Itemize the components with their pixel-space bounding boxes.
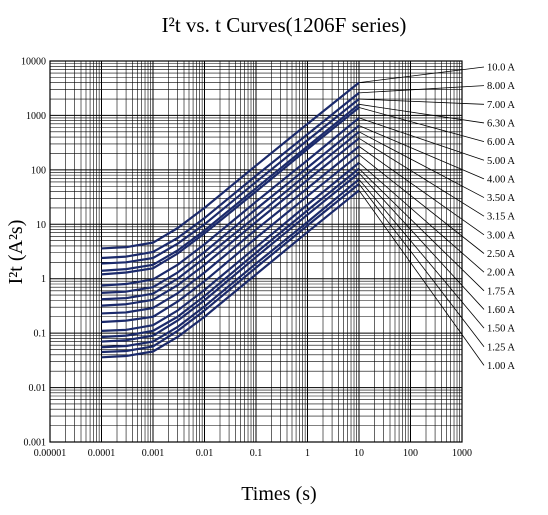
chart-title: I²t vs. t Curves(1206F series): [162, 13, 407, 37]
legend-leader-line: [358, 183, 485, 347]
legend-label: 10.0 A: [487, 63, 515, 74]
series-line: [101, 130, 360, 301]
x-tick-label: 0.001: [142, 448, 165, 459]
legend-leader-line: [358, 125, 485, 180]
x-axis-label: Times (s): [241, 483, 316, 505]
legend-leader-line: [358, 146, 485, 236]
legend-label: 6.30 A: [487, 118, 515, 129]
series-line: [101, 167, 360, 339]
series-line: [101, 103, 360, 272]
legend-leader-line: [358, 66, 485, 84]
legend-label: 3.15 A: [487, 212, 515, 223]
series-line: [101, 172, 360, 343]
x-tick-label: 0.00001: [34, 448, 67, 459]
y-tick-label: 0.001: [24, 438, 47, 449]
plot-frame: [49, 60, 463, 443]
series-line: [101, 153, 360, 324]
x-tick-label: 1: [305, 448, 310, 459]
legend-label: 4.00 A: [487, 174, 515, 185]
legend-label: 1.50 A: [487, 324, 515, 335]
legend-leader-line: [358, 117, 485, 161]
x-tick-label: 1000: [452, 448, 472, 459]
y-tick-label: 1: [41, 274, 46, 285]
x-tick-label: 100: [403, 448, 418, 459]
series-line: [101, 137, 360, 307]
legend-label: 3.00 A: [487, 230, 515, 241]
legend-leader-line: [358, 137, 485, 217]
legend-label: 1.25 A: [487, 342, 515, 353]
legend-leader-line: [358, 85, 485, 94]
legend-leader-line: [358, 179, 485, 329]
legend-leader-line: [358, 103, 485, 124]
legend-label: 8.00 A: [487, 81, 515, 92]
legend-leader-line: [358, 162, 485, 273]
legend-label: 2.50 A: [487, 249, 515, 260]
x-tick-label: 10: [354, 448, 364, 459]
series-lines: [101, 81, 360, 359]
grid: [49, 61, 462, 443]
legend-label: 1.75 A: [487, 286, 515, 297]
legend-label: 1.60 A: [487, 305, 515, 316]
y-tick-label: 0.01: [29, 383, 47, 394]
series-line: [101, 91, 360, 260]
legend-label: 7.00 A: [487, 100, 515, 111]
series-line: [101, 98, 360, 265]
series-line: [101, 124, 360, 294]
legend-leader-line: [358, 131, 485, 198]
legend-leader-line: [358, 154, 485, 254]
y-tick-label: 10: [36, 220, 46, 231]
legend-leader-line: [358, 168, 485, 292]
legend-label: 6.00 A: [487, 137, 515, 148]
legend-label: 1.00 A: [487, 361, 515, 372]
legend-leader-line: [358, 98, 485, 105]
series-line: [101, 145, 360, 315]
y-tick-label: 10000: [21, 57, 46, 68]
series-line: [101, 161, 360, 332]
tick-labels: 0.00001 0.0001 0.001 0.01 0.1 1 10 100 1000 0.001…: [21, 57, 472, 460]
x-tick-label: 0.0001: [88, 448, 116, 459]
series-line: [101, 178, 360, 349]
y-axis-label: I²t (A²s): [5, 220, 27, 285]
y-tick-label: 1000: [26, 111, 46, 122]
y-tick-label: 0.1: [34, 329, 47, 340]
x-tick-label: 0.01: [196, 448, 214, 459]
legend: 10.0 A 8.00 A 7.00 A 6.30 A 6.00 A 5.00 A 4.00…: [358, 63, 515, 372]
series-line: [101, 183, 360, 354]
legend-leader-line: [358, 172, 485, 310]
legend-label: 3.50 A: [487, 193, 515, 204]
y-tick-label: 100: [31, 165, 46, 176]
x-tick-label: 0.1: [250, 448, 263, 459]
legend-leader-line: [358, 107, 485, 142]
series-line: [101, 117, 360, 287]
series-line: [101, 81, 360, 250]
legend-label: 2.00 A: [487, 268, 515, 279]
series-line: [101, 189, 360, 359]
legend-leader-line: [358, 190, 485, 366]
series-line: [101, 106, 360, 276]
legend-label: 5.00 A: [487, 156, 515, 167]
